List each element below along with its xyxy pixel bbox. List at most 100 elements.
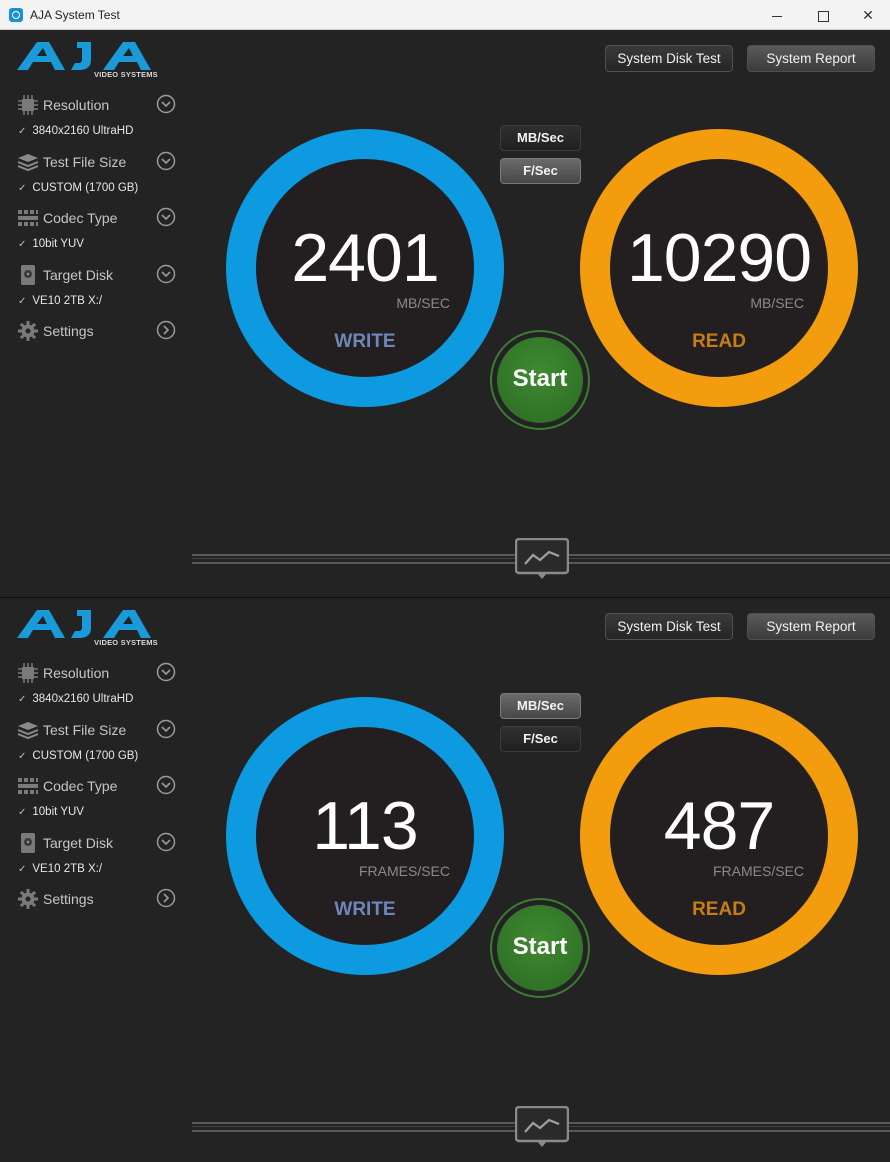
sidebar-item-label: Codec Type	[43, 778, 118, 794]
mb-sec-toggle[interactable]: MB/Sec	[500, 693, 581, 719]
sidebar-item-value: ✓ CUSTOM (1700 GB)	[18, 749, 139, 762]
sidebar-item-settings[interactable]: Settings	[14, 318, 184, 375]
minimize-icon	[772, 15, 782, 17]
layers-icon	[17, 153, 39, 171]
aja-logo-mark	[17, 610, 151, 638]
f-sec-toggle[interactable]: F/Sec	[500, 158, 581, 184]
check-icon: ✓	[18, 863, 27, 875]
sidebar-item-label: Resolution	[43, 97, 110, 113]
sidebar-item-value: ✓ 10bit YUV	[18, 806, 84, 818]
results-panel-1: VIDEO SYSTEMS Resolution ✓ 3840x2160 Ultr…	[0, 30, 890, 597]
grid-icon	[18, 210, 38, 226]
grid-icon	[18, 778, 38, 794]
chevron-down-icon[interactable]	[156, 264, 176, 284]
settings-sidebar: Resolution ✓ 3840x2160 UltraHD Test File …	[14, 660, 184, 943]
aja-logo: VIDEO SYSTEMS	[15, 40, 158, 80]
sidebar-item-label: Target Disk	[43, 834, 114, 851]
write-label: WRITE	[334, 331, 396, 352]
minimize-button[interactable]	[754, 0, 800, 30]
sidebar-item-test-file-size[interactable]: Test File Size ✓ CUSTOM (1700 GB)	[14, 149, 184, 206]
sidebar-item-test-file-size[interactable]: Test File Size ✓ CUSTOM (1700 GB)	[14, 717, 184, 774]
chip-icon	[18, 663, 38, 683]
layers-icon	[17, 721, 39, 739]
chevron-right-icon[interactable]	[156, 888, 176, 908]
disk-icon	[21, 832, 35, 853]
check-icon: ✓	[18, 182, 27, 194]
sidebar-item-value: ✓ VE10 2TB X:/	[18, 294, 103, 307]
sidebar-item-label: Resolution	[43, 665, 110, 681]
sidebar-item-target-disk[interactable]: Target Disk ✓ VE10 2TB X:/	[14, 830, 184, 887]
write-unit: MB/SEC	[396, 295, 450, 311]
mb-sec-toggle[interactable]: MB/Sec	[500, 125, 581, 151]
start-button[interactable]: Start	[490, 898, 590, 998]
close-icon: ✕	[862, 7, 874, 23]
check-icon: ✓	[18, 694, 27, 705]
sidebar-item-resolution[interactable]: Resolution ✓ 3840x2160 UltraHD	[14, 660, 184, 717]
settings-sidebar: Resolution ✓ 3840x2160 UltraHD Test File …	[14, 92, 184, 375]
chip-icon	[18, 95, 38, 115]
aja-logo: VIDEO SYSTEMS	[15, 608, 158, 648]
write-value: 113	[312, 788, 418, 864]
read-value: 487	[663, 788, 775, 864]
maximize-button[interactable]	[800, 0, 846, 30]
write-label: WRITE	[334, 899, 396, 920]
chevron-down-icon[interactable]	[156, 719, 176, 739]
gear-icon	[18, 889, 38, 909]
chevron-down-icon[interactable]	[156, 775, 176, 795]
sidebar-item-label: Target Disk	[43, 266, 114, 283]
write-gauge: 2401 MB/SEC WRITE	[226, 129, 504, 407]
chevron-down-icon[interactable]	[156, 662, 176, 682]
read-unit: FRAMES/SEC	[712, 863, 804, 879]
app-icon	[9, 8, 23, 22]
read-gauge: 487 FRAMES/SEC READ	[580, 697, 858, 975]
gear-icon	[18, 321, 38, 341]
system-report-button[interactable]: System Report	[747, 613, 875, 640]
sidebar-item-value: ✓ 10bit YUV	[18, 238, 84, 250]
check-icon: ✓	[18, 239, 27, 250]
sidebar-item-codec-type[interactable]: Codec Type ✓ 10bit YUV	[14, 773, 184, 830]
write-unit: FRAMES/SEC	[358, 863, 450, 879]
start-label: Start	[512, 933, 568, 960]
logo-subtitle: VIDEO SYSTEMS	[94, 638, 158, 647]
sidebar-item-resolution[interactable]: Resolution ✓ 3840x2160 UltraHD	[14, 92, 184, 149]
disk-icon	[21, 264, 35, 285]
sidebar-item-settings[interactable]: Settings	[14, 886, 184, 943]
system-disk-test-button[interactable]: System Disk Test	[605, 45, 733, 72]
chevron-right-icon[interactable]	[156, 320, 176, 340]
chevron-down-icon[interactable]	[156, 832, 176, 852]
read-value: 10290	[626, 220, 812, 296]
chevron-down-icon[interactable]	[156, 207, 176, 227]
sidebar-item-value: ✓ VE10 2TB X:/	[18, 862, 103, 875]
check-icon: ✓	[18, 295, 27, 307]
sidebar-item-label: Settings	[43, 891, 94, 907]
write-value: 2401	[291, 220, 439, 296]
close-button[interactable]: ✕	[845, 0, 890, 30]
sidebar-item-codec-type[interactable]: Codec Type ✓ 10bit YUV	[14, 205, 184, 262]
graph-toggle-icon[interactable]	[515, 1106, 569, 1150]
title-bar: AJA System Test ✕	[0, 0, 890, 30]
chevron-down-icon[interactable]	[156, 94, 176, 114]
check-icon: ✓	[18, 126, 27, 137]
logo-subtitle: VIDEO SYSTEMS	[94, 70, 158, 79]
results-panel-2: VIDEO SYSTEMS Resolution ✓ 3840x2160 Ultr…	[0, 597, 890, 1162]
start-button[interactable]: Start	[490, 330, 590, 430]
sidebar-item-label: Test File Size	[43, 721, 127, 738]
read-label: READ	[692, 899, 746, 920]
sidebar-item-label: Codec Type	[43, 210, 118, 226]
write-gauge: 113 FRAMES/SEC WRITE	[226, 697, 504, 975]
chevron-down-icon[interactable]	[156, 151, 176, 171]
check-icon: ✓	[18, 807, 27, 818]
system-disk-test-button[interactable]: System Disk Test	[605, 613, 733, 640]
f-sec-toggle[interactable]: F/Sec	[500, 726, 581, 752]
read-label: READ	[692, 331, 746, 352]
check-icon: ✓	[18, 750, 27, 762]
sidebar-item-label: Settings	[43, 323, 94, 339]
graph-toggle-icon[interactable]	[515, 538, 569, 582]
sidebar-item-label: Test File Size	[43, 153, 127, 170]
sidebar-item-target-disk[interactable]: Target Disk ✓ VE10 2TB X:/	[14, 262, 184, 319]
system-report-button[interactable]: System Report	[747, 45, 875, 72]
aja-logo-mark	[17, 42, 151, 70]
read-gauge: 10290 MB/SEC READ	[580, 129, 858, 407]
sidebar-item-value: ✓ 3840x2160 UltraHD	[18, 125, 134, 137]
window-title: AJA System Test	[30, 8, 120, 22]
